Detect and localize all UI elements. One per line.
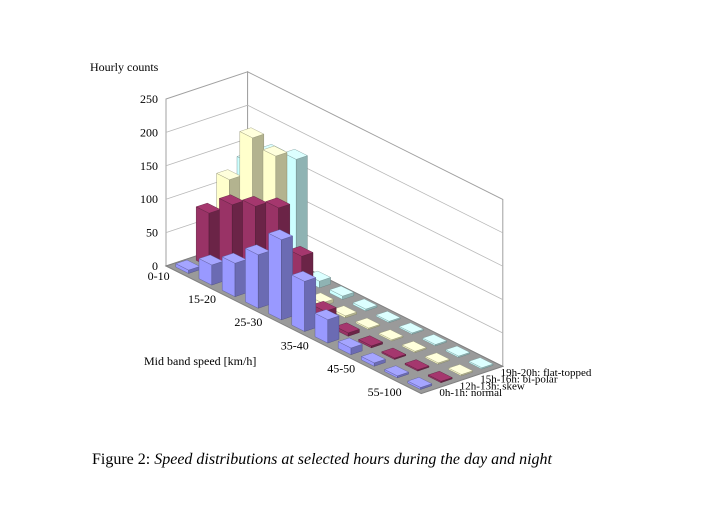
- bar: [381, 347, 407, 360]
- bar: [404, 359, 430, 372]
- bar-top: [329, 285, 355, 297]
- bar: [291, 270, 317, 332]
- series-label: 19h-20h: flat-topped: [501, 367, 592, 379]
- bar: [352, 298, 378, 312]
- z-tick-label: 200: [140, 125, 158, 139]
- bar-front: [268, 232, 282, 321]
- bar: [384, 365, 410, 379]
- bar: [329, 285, 355, 300]
- bar-top: [401, 340, 427, 352]
- gridline: [165, 104, 503, 234]
- bar: [401, 340, 427, 354]
- bar-top: [381, 347, 407, 359]
- x-tick-label: 45-50: [327, 362, 355, 376]
- bar: [375, 310, 401, 324]
- bar: [445, 345, 471, 358]
- bar: [378, 329, 404, 342]
- chart-labels: 250 200 150 100 50 0 Hourly counts 0-10 15-20 25-…: [90, 60, 592, 399]
- bar: [314, 309, 340, 344]
- bar-top: [311, 300, 337, 312]
- bar: [195, 202, 221, 268]
- x-tick-label: 35-40: [281, 338, 309, 352]
- z-tick-label: 50: [146, 226, 158, 240]
- bar-top: [468, 357, 494, 368]
- bar: [424, 352, 450, 365]
- bar: [244, 244, 270, 309]
- bar-top: [262, 145, 288, 157]
- bar: [198, 254, 224, 286]
- series-label: 12h-13h: skew: [460, 380, 525, 392]
- bar-top: [239, 127, 265, 139]
- bar: [358, 335, 384, 349]
- bar-front: [221, 256, 236, 298]
- figure-caption: Figure 2: Speed distributions at selecte…: [92, 451, 552, 469]
- bar-top: [378, 329, 404, 340]
- x-tick-label: 25-30: [234, 315, 262, 329]
- bar-top: [424, 352, 450, 364]
- bar-top: [265, 197, 291, 209]
- bar-top: [355, 317, 381, 329]
- caption-text: Speed distributions at selected hours du…: [154, 451, 552, 468]
- z-tick-label: 250: [140, 92, 158, 106]
- bar-side: [327, 315, 340, 344]
- x-tick-label: 55-100: [368, 385, 402, 399]
- z-tick-label: 100: [140, 192, 158, 206]
- bar-top: [291, 270, 317, 282]
- bar-top: [288, 245, 314, 257]
- bar: [407, 377, 433, 390]
- bar-front: [291, 274, 305, 332]
- bar-top: [360, 352, 386, 364]
- bar-top: [404, 359, 430, 370]
- bar: [398, 322, 424, 335]
- bar-top: [445, 345, 471, 357]
- bar: [355, 317, 381, 330]
- bar-top: [398, 322, 424, 334]
- bar-top: [422, 334, 448, 345]
- bar-top: [375, 310, 401, 322]
- bar-side: [281, 235, 293, 321]
- series-label: 0h-1h: normal: [439, 387, 502, 399]
- bar: [468, 357, 494, 370]
- bar-top: [334, 322, 360, 334]
- bar: [422, 334, 448, 347]
- bar-top: [384, 365, 410, 377]
- bar: [268, 229, 294, 321]
- chart-bars: [175, 127, 494, 390]
- bar-top: [448, 364, 474, 375]
- x-axis-title: Mid band speed [km/h]: [144, 354, 256, 368]
- bar: [221, 252, 247, 298]
- bar-side: [304, 277, 316, 332]
- bar: [360, 352, 386, 367]
- bar-top: [282, 148, 308, 160]
- z-tick-label: 0: [152, 259, 158, 273]
- bar-top: [337, 337, 363, 349]
- bar: [337, 337, 363, 356]
- x-tick-label: 15-20: [188, 292, 216, 306]
- bar-top: [407, 377, 433, 388]
- bar-side: [234, 259, 247, 297]
- bar-side: [211, 261, 224, 286]
- bar-top: [358, 335, 384, 347]
- z-axis-title: Hourly counts: [90, 60, 159, 74]
- caption-prefix: Figure 2:: [92, 451, 151, 468]
- bar-side: [258, 250, 270, 309]
- x-tick-label: 0-10: [148, 269, 170, 283]
- bar-front: [245, 248, 259, 309]
- z-tick-label: 150: [140, 159, 158, 173]
- bar-top: [427, 370, 453, 382]
- bar: [175, 259, 201, 274]
- bar-top: [314, 309, 340, 320]
- bar-top: [332, 305, 358, 317]
- bar: [427, 370, 453, 384]
- bar: [448, 364, 474, 377]
- series-label: 15h-16h: bi-polar: [480, 374, 558, 386]
- bar-top: [352, 298, 378, 310]
- bar-top: [268, 229, 294, 240]
